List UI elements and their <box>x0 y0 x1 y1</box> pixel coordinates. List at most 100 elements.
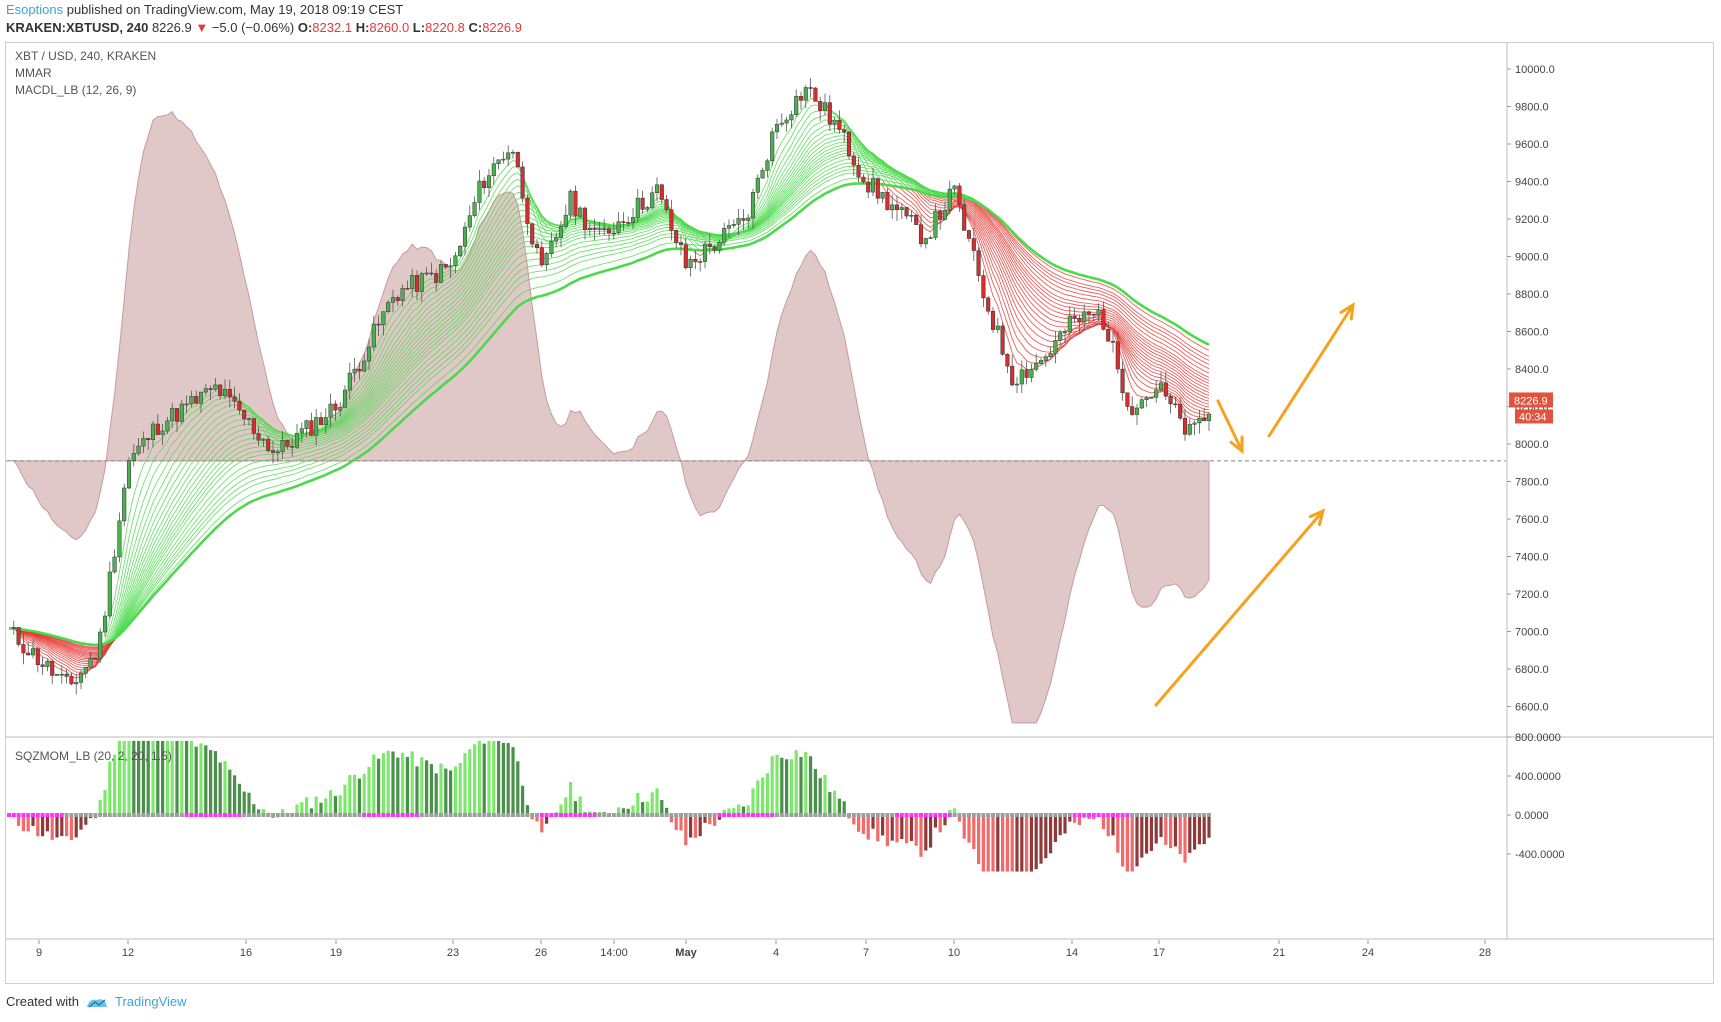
sqz-bar <box>189 740 193 815</box>
sqz-bar <box>842 801 846 815</box>
sqz-dot <box>290 813 295 817</box>
sqz-bar <box>684 815 688 846</box>
moving-average-line <box>915 188 1210 402</box>
sqz-bar <box>1154 815 1158 844</box>
candle <box>304 420 309 429</box>
sqz-dot <box>659 813 664 817</box>
sqz-dot <box>1197 813 1202 817</box>
sqz-bar <box>703 815 707 823</box>
candle <box>1125 392 1130 407</box>
candle <box>194 396 199 404</box>
sqz-dot <box>16 813 21 817</box>
sqz-dot <box>189 813 194 817</box>
candle <box>467 215 472 228</box>
sqz-dot <box>40 813 45 817</box>
sqz-dot <box>482 813 487 817</box>
author-link[interactable]: Esoptions <box>6 2 64 17</box>
candle <box>770 131 775 162</box>
candle <box>160 430 165 435</box>
chart-canvas[interactable]: 10000.0 9800.0 9600.0 9400.0 9200.0 9000.0 880… <box>6 43 1713 983</box>
sqz-dot <box>1091 813 1096 817</box>
candle <box>568 190 573 216</box>
sqz-bar <box>564 797 568 815</box>
price-tick-label: 8800.0 <box>1515 289 1549 301</box>
candle <box>947 188 952 211</box>
moving-average-line <box>968 198 1210 381</box>
sqz-dot <box>986 813 991 817</box>
candle <box>731 224 736 226</box>
moving-average-line <box>100 177 1003 647</box>
sqz-bar <box>1025 815 1029 872</box>
sqz-bar <box>343 784 347 815</box>
sqz-dot <box>1139 813 1144 817</box>
sqz-dot <box>26 813 31 817</box>
candle <box>443 264 448 268</box>
sqz-bar <box>809 756 813 815</box>
sqz-bar <box>401 752 405 815</box>
moving-average-line <box>13 627 106 671</box>
candle <box>155 423 160 435</box>
candle <box>645 207 650 210</box>
sqz-dot <box>530 813 535 817</box>
candle <box>1082 311 1087 323</box>
sqz-bar <box>122 740 126 815</box>
time-tick-label: 19 <box>330 947 342 959</box>
legend-sqzmom: SQZMOM_LB (20, 2, 20, 1.5) <box>15 749 172 763</box>
candle <box>1019 369 1024 385</box>
sqz-dot <box>275 813 280 817</box>
sqz-bar <box>199 743 203 815</box>
time-tick-label: 14 <box>1066 947 1078 959</box>
sqz-bar <box>919 815 923 857</box>
candle <box>957 185 962 205</box>
sqz-dot <box>175 813 179 817</box>
sqz-bar <box>396 757 400 815</box>
candle <box>112 556 117 573</box>
time-tick-label: 10 <box>948 947 960 959</box>
sqz-bar <box>818 778 822 815</box>
sqz-dot <box>938 813 943 817</box>
moving-average-line <box>109 119 903 643</box>
candle <box>923 238 928 245</box>
sqz-bar <box>981 815 985 872</box>
sqz-dot <box>1178 813 1183 817</box>
candle <box>184 403 189 406</box>
tradingview-link[interactable]: TradingView <box>114 994 187 1009</box>
sqz-dot <box>746 813 751 817</box>
open-label: O: <box>297 20 313 35</box>
sqz-dot <box>1135 813 1139 817</box>
moving-average-line <box>987 210 1210 361</box>
candle <box>83 666 88 674</box>
sqz-bar <box>905 815 909 844</box>
candle <box>750 192 756 219</box>
chart-container[interactable]: 10000.0 9800.0 9600.0 9400.0 9200.0 9000.0 880… <box>5 42 1714 984</box>
moving-average-line <box>114 150 965 641</box>
sqz-dot <box>31 813 35 817</box>
sqz-dot <box>789 813 794 817</box>
candle <box>626 222 631 224</box>
sqz-bar <box>333 796 337 815</box>
sqz-bar <box>295 804 299 815</box>
sqz-bar <box>429 764 433 815</box>
created-with-text: Created with <box>6 994 79 1009</box>
sqz-bar <box>324 798 328 815</box>
candle <box>525 197 530 225</box>
candle <box>261 439 266 441</box>
moving-average-line <box>920 191 1210 399</box>
sqz-dot <box>851 813 856 817</box>
sqz-bar <box>223 761 227 815</box>
candle <box>914 214 919 225</box>
sqz-dot <box>419 813 424 817</box>
sqz-bar <box>1183 815 1187 863</box>
sqz-bar <box>780 757 784 815</box>
sqz-bar <box>545 815 549 824</box>
sqz-bar <box>991 815 995 872</box>
sqz-dot <box>818 813 823 817</box>
candle <box>1197 418 1202 424</box>
sqz-dot <box>122 813 127 817</box>
candle <box>462 226 468 247</box>
sqz-dot <box>909 813 914 817</box>
sqz-dot <box>381 813 386 817</box>
candle <box>1043 356 1048 361</box>
sqz-dot <box>943 813 947 817</box>
sqz-dot <box>813 813 818 817</box>
